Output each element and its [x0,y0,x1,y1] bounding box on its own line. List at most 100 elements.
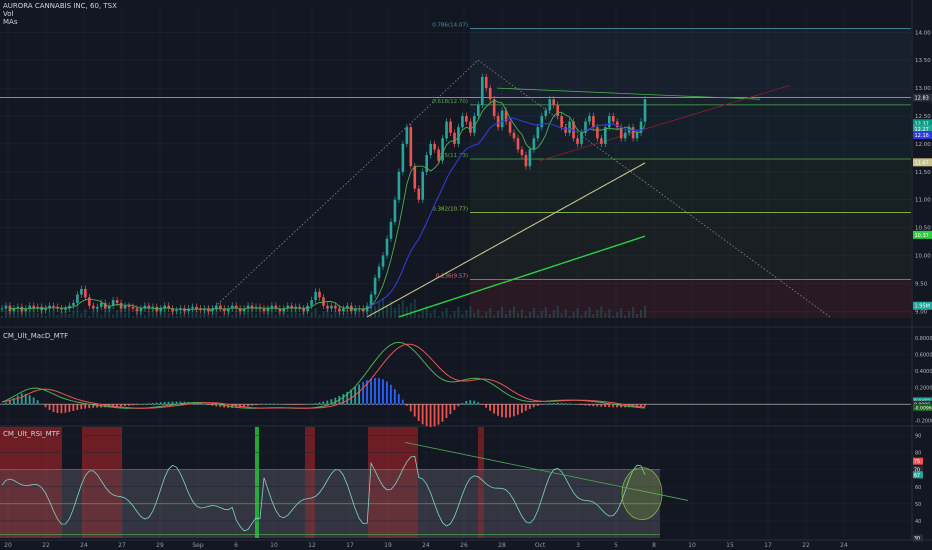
candle-body [584,121,587,133]
macd-histogram-bar [20,393,23,405]
volume-bar [524,316,527,318]
volume-bar [552,310,555,318]
time-axis-label: 17 [346,542,354,549]
volume-bar [354,312,357,318]
volume-bar [493,315,496,318]
candle-body [143,305,147,309]
candle-body [159,308,163,312]
volume-bar [80,313,83,318]
macd-histogram-bar [600,404,603,407]
macd-histogram-bar [171,401,174,405]
macd-histogram-bar [76,404,79,410]
candle-body [369,294,373,306]
macd-histogram-bar [473,400,476,405]
macd-histogram-bar [223,404,226,408]
price-axis-label: 11.50 [915,170,931,176]
vol-label[interactable]: Vol [3,10,14,18]
macd-histogram-bar [405,404,408,406]
candle-body [465,116,468,122]
time-axis-label: Oct [535,542,546,549]
volume-bar [616,312,619,318]
candle-body [219,305,222,309]
volume-bar [485,312,488,318]
candle-body [127,305,131,307]
volume-bar [437,316,440,318]
candle-body [183,308,186,312]
macd-title[interactable]: CM_Ult_MacD_MTF [3,332,69,340]
volume-bar [453,311,456,318]
macd-histogram-bar [310,403,313,405]
macd-histogram-bar [616,404,619,408]
fib-zone [470,28,911,105]
time-axis-label: 24 [840,542,848,549]
candle-body [72,302,75,306]
candle-body [445,121,448,139]
macd-histogram-bar [608,404,611,408]
price-axis-label: 10.50 [915,226,931,232]
volume-bar [505,314,508,318]
time-axis-label: 3 [576,542,580,549]
time-axis-label: 27 [118,542,126,549]
rsi-overbought-zone [368,427,418,470]
candle-body [334,305,337,309]
volume-bar [251,306,254,318]
volume-bar [477,309,480,318]
candle-body [516,138,520,150]
volume-bar [409,303,412,318]
price-axis-label: 14.00 [915,30,931,36]
fib-zone [470,104,911,159]
macd-histogram-bar [207,404,210,405]
candle-body [262,308,266,312]
ma-label[interactable]: MAs [3,18,18,26]
candle-body [32,305,36,309]
volume-bar [528,312,531,318]
symbol-title[interactable]: AURORA CANNABIS INC, 60, TSX [3,2,117,10]
macd-histogram-bar [159,402,162,405]
volume-bar [44,316,47,318]
macd-histogram-bar [68,404,71,412]
macd-histogram-bar [36,400,39,405]
volume-bar [620,308,623,318]
rsi-axis-label: 80 [915,451,921,457]
macd-histogram-bar [433,404,436,427]
rsi-title[interactable]: CM_Ult_RSI_MTF [3,430,60,438]
candle-body [484,76,488,89]
candle-body [346,305,349,309]
macd-histogram-bar [465,401,468,405]
candle-body [286,305,290,309]
volume-bar [489,308,492,318]
rsi-highlight-circle [621,467,663,520]
volume-bar [215,309,218,318]
macd-histogram-bar [167,401,170,405]
candle-body [310,300,313,306]
volume-bar [457,307,460,318]
candle-body [473,116,476,133]
volume-bar [52,308,55,318]
macd-histogram-bar [401,399,404,405]
volume-bar [314,308,317,318]
macd-histogram-bar [374,378,376,405]
triangle-upper [496,87,761,100]
macd-histogram-bar [449,404,452,415]
macd-histogram-bar [457,404,460,407]
candle-body [564,127,567,133]
macd-histogram-bar [48,404,51,410]
candle-body [266,308,270,312]
candle-body [254,306,258,309]
price-badge-label: 1.95M [915,304,930,310]
macd-histogram-bar [397,394,400,405]
macd-histogram-bar [294,404,297,405]
candle-body [179,308,182,311]
volume-bar [112,314,115,318]
candle-body [278,308,282,312]
macd-histogram-bar [580,404,583,406]
price-badge [913,301,932,310]
time-axis-label: Sep [192,542,204,549]
rsi-badge [913,457,923,465]
candle-body [600,138,603,144]
candle-body [0,308,4,310]
macd-histogram-bar [378,378,380,405]
candle-body [95,306,99,309]
candle-body [211,308,214,312]
